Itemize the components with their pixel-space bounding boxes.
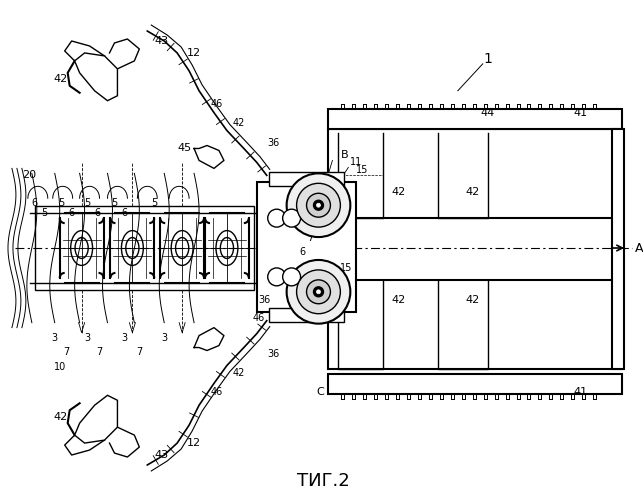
Text: 46: 46 — [253, 312, 265, 322]
Bar — [269, 172, 345, 186]
Text: 5: 5 — [111, 198, 118, 208]
Text: 42: 42 — [391, 188, 405, 198]
Text: 7: 7 — [64, 346, 70, 356]
Polygon shape — [75, 53, 118, 100]
Text: 5: 5 — [84, 198, 91, 208]
Text: 42: 42 — [391, 295, 405, 305]
Text: 46: 46 — [211, 388, 223, 398]
Text: 5: 5 — [42, 208, 48, 218]
Text: 42: 42 — [466, 295, 480, 305]
Text: 10: 10 — [53, 362, 66, 372]
Circle shape — [316, 290, 320, 294]
Text: 7: 7 — [136, 346, 143, 356]
Text: C: C — [316, 295, 324, 305]
Bar — [612, 128, 624, 370]
Text: 42: 42 — [53, 74, 68, 84]
Circle shape — [283, 209, 300, 227]
Text: 42: 42 — [233, 368, 245, 378]
Text: 43: 43 — [154, 36, 168, 46]
Circle shape — [267, 209, 285, 227]
Text: 6: 6 — [32, 198, 38, 208]
Text: 7: 7 — [96, 346, 103, 356]
Text: 36: 36 — [258, 295, 271, 305]
Text: 15: 15 — [356, 166, 368, 175]
Text: 6: 6 — [69, 208, 75, 218]
Text: 12: 12 — [187, 48, 201, 58]
Text: 3: 3 — [84, 332, 91, 342]
Bar — [329, 374, 622, 394]
Circle shape — [296, 184, 340, 227]
Text: 46: 46 — [211, 98, 223, 108]
Bar — [35, 206, 254, 290]
Text: 41: 41 — [573, 388, 587, 398]
Circle shape — [296, 270, 340, 314]
Circle shape — [267, 268, 285, 286]
Text: B: B — [340, 150, 348, 160]
Text: 42: 42 — [53, 412, 68, 422]
Text: 5: 5 — [59, 198, 65, 208]
Text: 43: 43 — [154, 450, 168, 460]
Text: 7: 7 — [307, 233, 314, 243]
Bar — [329, 128, 622, 218]
Text: 3: 3 — [161, 332, 167, 342]
Circle shape — [316, 203, 320, 207]
Text: 42: 42 — [233, 118, 245, 128]
Text: 20: 20 — [22, 170, 36, 180]
Text: ΤИГ.2: ΤИГ.2 — [297, 472, 350, 490]
Circle shape — [314, 287, 323, 297]
Bar — [329, 108, 622, 128]
Bar — [257, 182, 356, 312]
Text: 42: 42 — [466, 188, 480, 198]
Text: 11: 11 — [350, 158, 363, 168]
Circle shape — [283, 268, 300, 286]
Text: 3: 3 — [51, 332, 58, 342]
Circle shape — [287, 260, 350, 324]
Bar — [269, 308, 345, 322]
Text: 45: 45 — [177, 144, 191, 154]
Circle shape — [307, 194, 331, 217]
Text: 5: 5 — [151, 198, 158, 208]
Text: 6: 6 — [95, 208, 100, 218]
Text: 12: 12 — [187, 438, 201, 448]
Text: 41: 41 — [573, 108, 587, 118]
Circle shape — [287, 174, 350, 237]
Text: C: C — [316, 388, 324, 398]
Text: 15: 15 — [340, 263, 353, 273]
Text: 36: 36 — [267, 348, 280, 358]
Text: 1: 1 — [484, 52, 492, 66]
Bar — [329, 280, 622, 370]
Circle shape — [314, 200, 323, 210]
Text: 36: 36 — [267, 138, 280, 147]
Circle shape — [307, 280, 331, 303]
Text: 6: 6 — [122, 208, 127, 218]
Text: 3: 3 — [122, 332, 127, 342]
Text: A: A — [635, 242, 643, 254]
Text: 44: 44 — [480, 108, 495, 118]
Polygon shape — [75, 396, 118, 443]
Text: 6: 6 — [300, 247, 305, 257]
